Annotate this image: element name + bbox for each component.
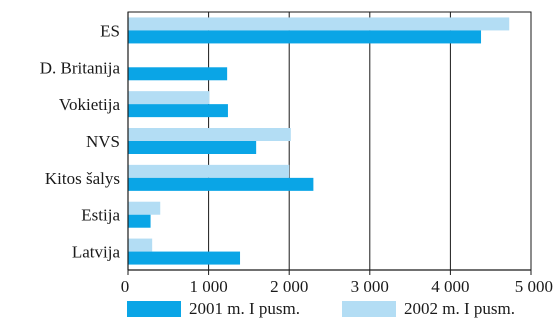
legend-label-series-2: 2002 m. I pusm. xyxy=(404,299,515,318)
x-tick-label-0: 0 xyxy=(121,277,130,296)
legend: 2001 m. I pusm. 2002 m. I pusm. xyxy=(0,296,556,326)
bar-2002-5 xyxy=(128,201,161,215)
x-tick-labels: 0 1 000 2 000 3 000 4 000 5 000 xyxy=(121,277,553,296)
bar-2001-6 xyxy=(128,251,241,265)
category-label-6: Latvija xyxy=(72,243,121,262)
axes xyxy=(127,12,532,275)
bar-2002-3 xyxy=(128,128,291,141)
legend-swatch-series-1 xyxy=(127,301,181,317)
category-label-4: Kitos šalys xyxy=(45,169,120,188)
bar-2001-1 xyxy=(128,67,228,81)
bar-2002-0 xyxy=(128,17,510,31)
category-label-2: Vokietija xyxy=(59,95,121,114)
legend-label-series-1: 2001 m. I pusm. xyxy=(189,299,300,318)
legend-swatch-series-2 xyxy=(342,301,396,317)
bars xyxy=(128,17,510,265)
bar-2002-4 xyxy=(128,164,290,178)
bar-2001-0 xyxy=(128,30,482,44)
legend-item-series-2: 2002 m. I pusm. xyxy=(342,299,515,319)
category-label-0: ES xyxy=(100,21,120,40)
category-label-3: NVS xyxy=(86,132,120,151)
x-tick-label-2: 2 000 xyxy=(270,277,308,296)
bar-2001-4 xyxy=(128,177,314,191)
x-tick-label-1: 1 000 xyxy=(189,277,227,296)
category-label-1: D. Britanija xyxy=(40,58,121,77)
bar-2001-5 xyxy=(128,214,151,228)
bar-2001-3 xyxy=(128,141,257,154)
x-tick-label-3: 3 000 xyxy=(351,277,389,296)
x-tick-label-4: 4 000 xyxy=(431,277,469,296)
x-tick-label-5: 5 000 xyxy=(515,277,553,296)
category-label-5: Estija xyxy=(81,206,120,225)
bar-2002-6 xyxy=(128,238,153,252)
category-labels: ES D. Britanija Vokietija NVS Kitos šalys Est… xyxy=(40,21,121,261)
bar-2002-2 xyxy=(128,91,210,105)
bar-2001-2 xyxy=(128,104,228,118)
legend-item-series-1: 2001 m. I pusm. xyxy=(127,299,300,319)
